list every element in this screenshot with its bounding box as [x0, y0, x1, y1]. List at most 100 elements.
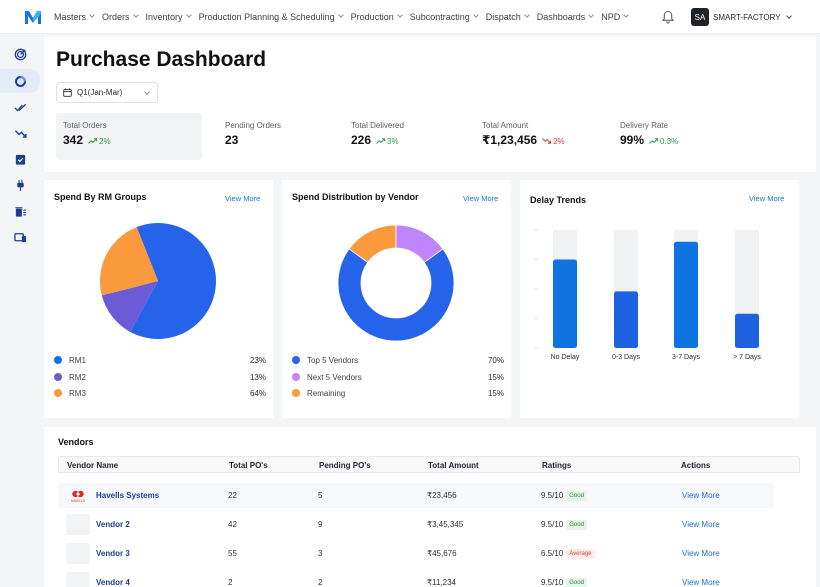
pie-slice-rm1 — [100, 227, 158, 296]
legend-item: Top 5 Vendors 70% — [292, 354, 504, 366]
kpi-trend: 2% — [88, 137, 111, 146]
nav-inventory[interactable]: Inventory — [146, 12, 192, 22]
column-header: Ratings — [542, 461, 572, 470]
vendor-name-link[interactable]: Vendor 2 — [96, 520, 130, 529]
sidebar-item-records[interactable] — [0, 199, 40, 223]
view-more-link[interactable]: View More — [682, 520, 720, 529]
sidebar-item-tasks[interactable] — [0, 147, 40, 171]
nav-production-planning[interactable]: Production Planning & Scheduling — [198, 11, 344, 22]
column-header: Actions — [681, 461, 711, 470]
kpi-value: 342 — [63, 133, 84, 147]
nav-dispatch[interactable]: Dispatch — [486, 12, 530, 22]
legend-label: RM2 — [69, 372, 86, 382]
vendors-panel: Vendors Vendor Name Total PO's Pending P… — [44, 427, 816, 587]
calendar-icon — [63, 88, 72, 97]
vendor-name-link[interactable]: Havells Systems — [96, 491, 160, 500]
app-logo-icon[interactable] — [23, 7, 43, 27]
rating-badge: Average — [566, 549, 595, 559]
card-title: Spend By RM Groups — [54, 192, 147, 202]
chevron-down-icon — [523, 12, 530, 18]
nav-orders[interactable]: Orders — [102, 12, 139, 22]
rating-badge: Good — [566, 520, 587, 530]
legend-item: RM3 64% — [54, 387, 266, 399]
legend-dot — [292, 389, 300, 397]
rating-cell: 9.5/10 Good — [541, 578, 587, 587]
kpi-trend-value: 3% — [387, 136, 399, 146]
card-title: Spend Distribution by Vendor — [292, 192, 419, 202]
vendor-name-link[interactable]: Vendor 4 — [96, 578, 130, 587]
donut-slice-top-5-vendors — [337, 248, 455, 342]
legend-dot — [54, 373, 62, 381]
dashboard-header-panel: Purchase Dashboard Q1(Jan-Mar) Total Ord… — [44, 36, 816, 172]
rating-cell: 9.5/10 Good — [541, 491, 587, 501]
vendor-logo — [66, 543, 90, 564]
kpi-label: Pending Orders — [225, 121, 282, 130]
nav-masters[interactable]: Masters — [54, 12, 95, 22]
chevron-down-icon — [89, 12, 95, 18]
kpi-label: Total Orders — [63, 121, 107, 130]
devices-icon — [13, 232, 26, 242]
legend-value: 64% — [249, 388, 266, 398]
kpi-label: Delivery Rate — [620, 121, 669, 130]
nav-dashboards[interactable]: Dashboards — [537, 12, 595, 22]
view-more-link[interactable]: View More — [463, 194, 499, 203]
x-tick-label: > 7 Days — [733, 354, 761, 361]
legend-dot — [54, 389, 62, 397]
legend-dot — [54, 356, 62, 364]
sidebar-item-dashboard[interactable] — [0, 69, 40, 93]
sidebar-item-approvals[interactable] — [0, 95, 40, 119]
view-more-link[interactable]: View More — [682, 578, 720, 587]
column-header: Vendor Name — [67, 461, 119, 470]
column-header: Total PO's — [229, 461, 268, 470]
sidebar-item-devices[interactable] — [0, 225, 40, 249]
vendor-donut-chart — [337, 224, 455, 342]
kpi-label: Total Amount — [482, 121, 529, 130]
sidebar-item-trends[interactable] — [0, 121, 40, 145]
kpi-trend-value: 2% — [99, 136, 111, 146]
nav-npd[interactable]: NPD — [601, 11, 630, 22]
kpi-value: 226 — [351, 133, 372, 147]
rating-badge: Good — [566, 491, 587, 501]
total-po-cell: 22 — [228, 491, 237, 500]
nav-subcontracting[interactable]: Subcontracting — [410, 12, 479, 22]
card-title: Delay Trends — [530, 195, 587, 205]
chevron-down-icon — [588, 12, 595, 18]
kpi-label: Total Delivered — [351, 121, 404, 130]
kpi-trend: 0.3% — [649, 137, 678, 146]
view-more-link[interactable]: View More — [749, 194, 785, 203]
view-more-link[interactable]: View More — [682, 491, 720, 500]
org-name: SMART-FACTORY — [713, 12, 781, 22]
quarter-select-value: Q1(Jan-Mar) — [77, 88, 123, 97]
column-header: Pending PO's — [319, 461, 371, 470]
table-row: HAVELLS Havells Systems 22 5 ₹23,456 9.5… — [58, 483, 774, 508]
nav-production[interactable]: Production — [351, 12, 403, 22]
page-title: Purchase Dashboard — [56, 48, 267, 71]
vendor-name-link[interactable]: Vendor 3 — [96, 549, 130, 558]
legend-value: 13% — [249, 372, 266, 382]
avatar[interactable]: SA — [691, 8, 709, 26]
pie-slice-rm2 — [101, 281, 158, 332]
vendor-logo: HAVELLS — [66, 485, 90, 506]
legend-label: RM3 — [69, 388, 86, 398]
kpi-value: 23 — [225, 133, 239, 147]
pending-po-cell: 5 — [318, 491, 323, 500]
bell-icon[interactable] — [660, 9, 676, 25]
rating-value: 6.5/10 — [541, 549, 564, 558]
view-more-link[interactable]: View More — [225, 194, 261, 203]
rating-value: 9.5/10 — [541, 491, 564, 500]
view-more-link[interactable]: View More — [682, 549, 720, 558]
x-tick-label: 3-7 Days — [672, 354, 701, 361]
pie-slice-rm3 — [130, 223, 216, 339]
havells-logo-icon: HAVELLS — [71, 490, 85, 503]
nav-production-planning-label: Production Planning & Scheduling — [198, 11, 335, 22]
sidebar-item-target[interactable] — [0, 42, 40, 66]
org-switcher[interactable]: SMART-FACTORY — [713, 12, 792, 22]
sidebar-item-integrations[interactable] — [0, 173, 40, 197]
quarter-select[interactable]: Q1(Jan-Mar) — [56, 82, 158, 103]
total-po-cell: 2 — [228, 578, 233, 587]
legend-value: 15% — [487, 372, 504, 382]
nav-npd-label: NPD — [601, 11, 621, 22]
kpi-trend: 3% — [376, 137, 399, 146]
trend-up-icon — [649, 138, 659, 144]
rating-value: 9.5/10 — [541, 520, 564, 529]
